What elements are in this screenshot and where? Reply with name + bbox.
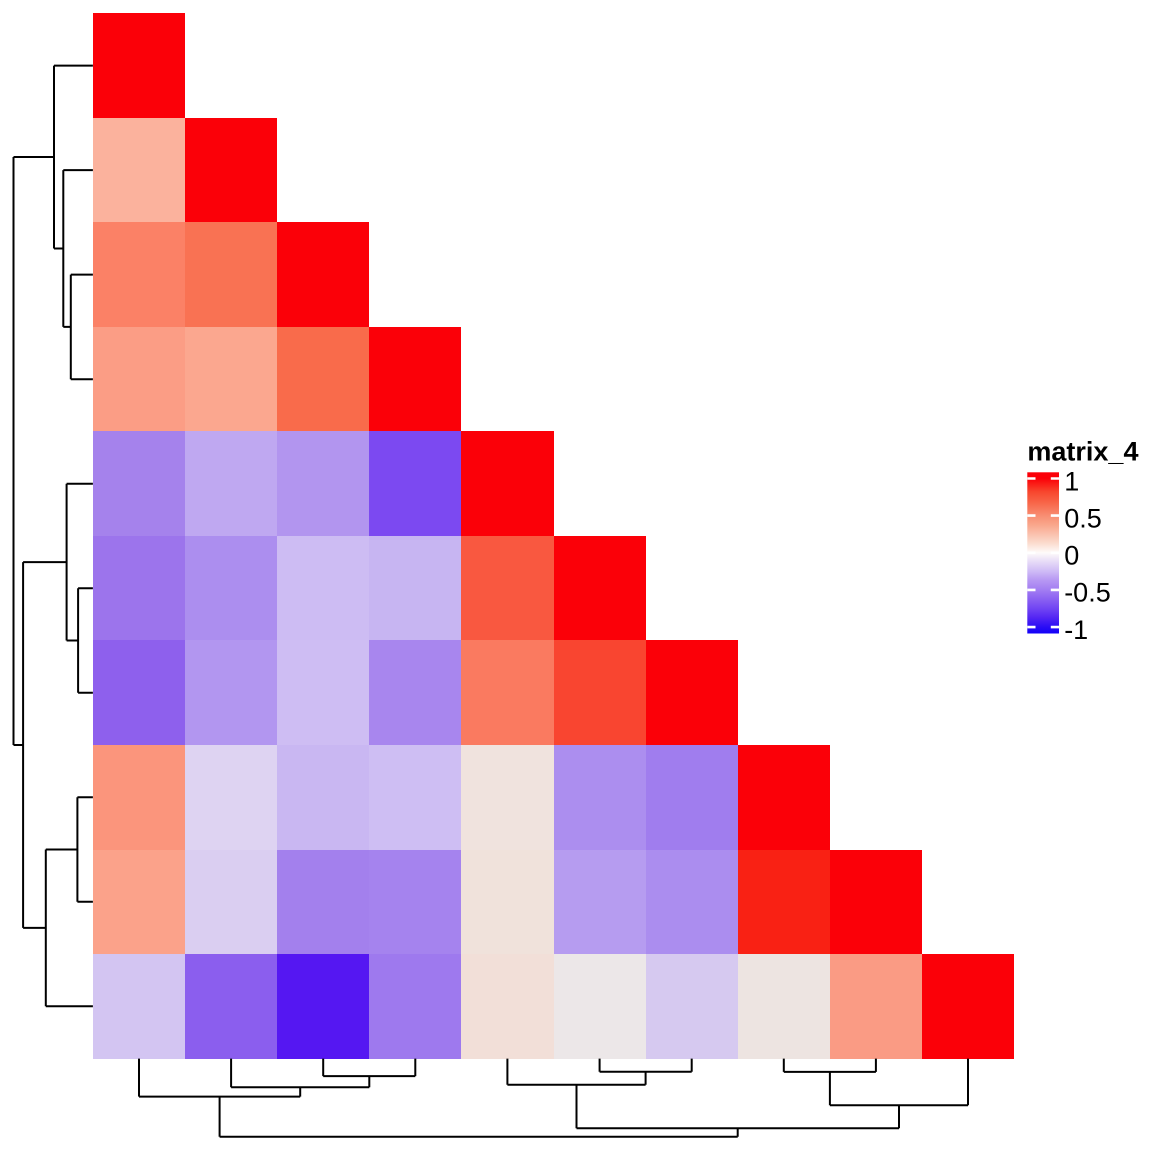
svg-text:-0.5: -0.5	[1064, 578, 1111, 608]
svg-text:0.5: 0.5	[1064, 503, 1102, 533]
svg-text:matrix_4: matrix_4	[1027, 436, 1138, 466]
svg-text:1: 1	[1064, 466, 1079, 496]
svg-text:0: 0	[1064, 541, 1079, 571]
svg-text:-1: -1	[1064, 615, 1088, 645]
